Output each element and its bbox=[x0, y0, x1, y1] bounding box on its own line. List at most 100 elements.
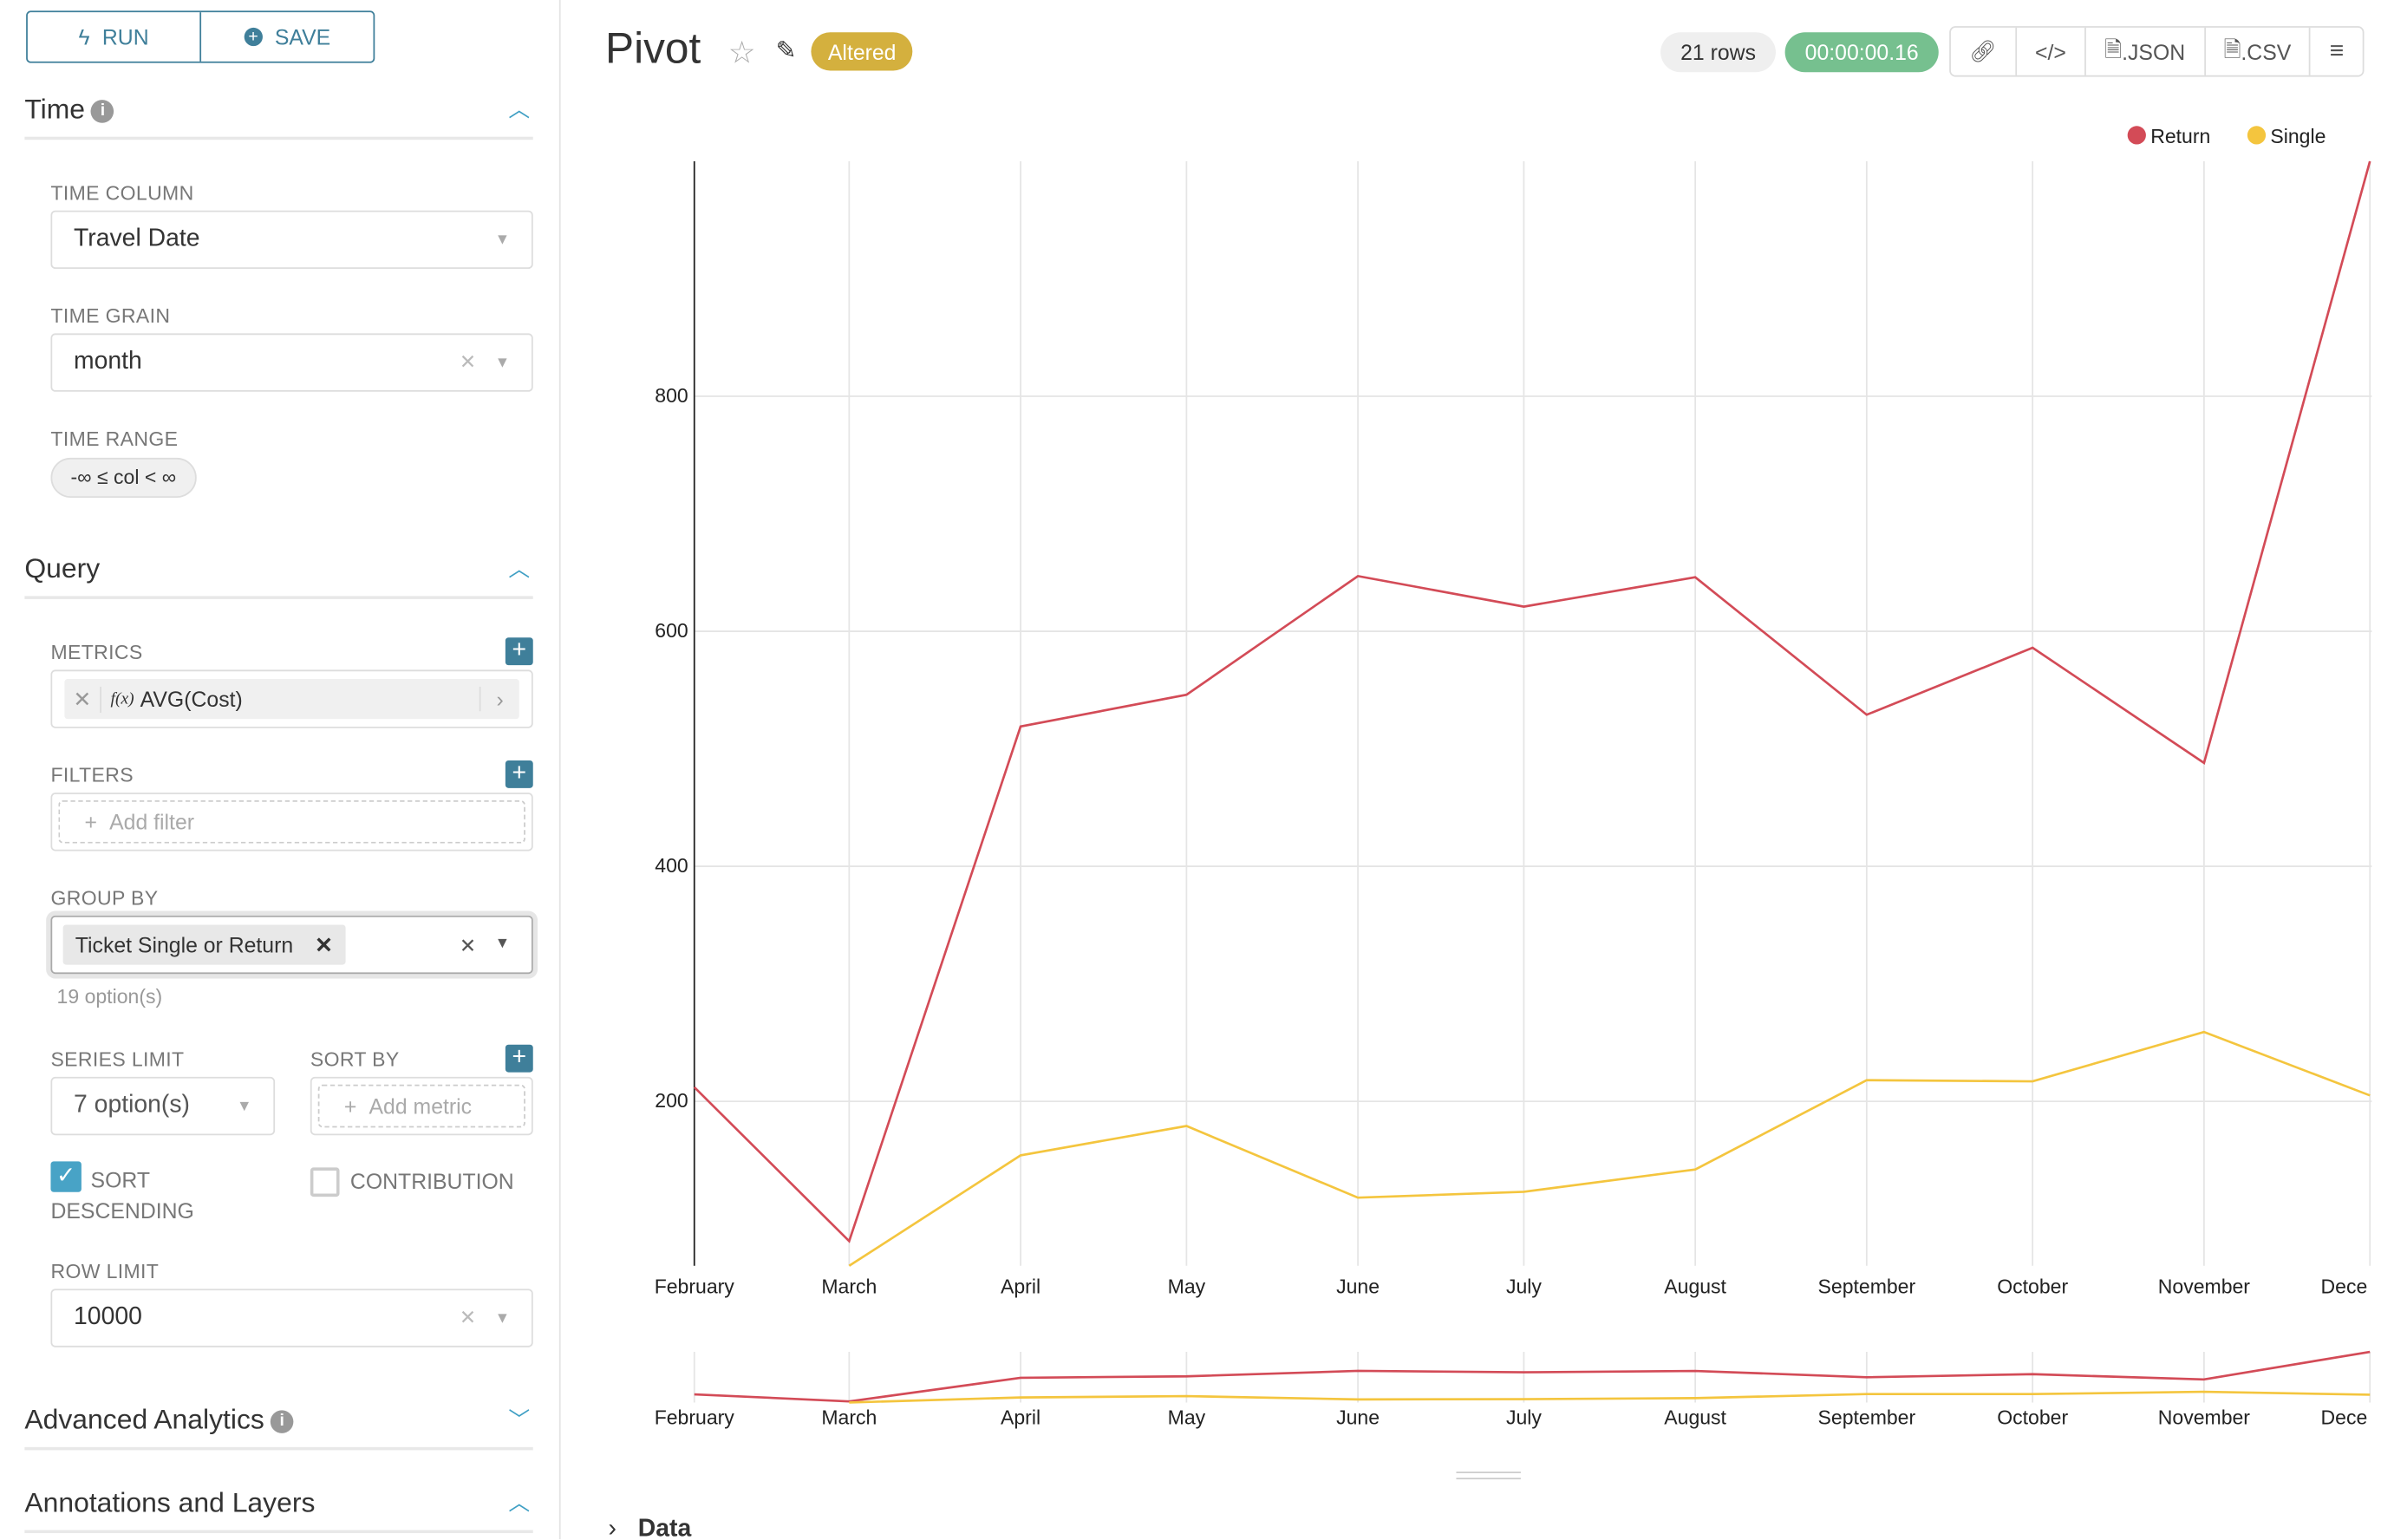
legend-marker bbox=[2127, 126, 2146, 145]
code-icon: </> bbox=[2034, 39, 2066, 64]
group-by-hint: 19 option(s) bbox=[56, 984, 163, 1008]
brush-x-tick-label: August bbox=[1664, 1406, 1726, 1428]
time-grain-select[interactable]: month ✕ ▼ bbox=[50, 333, 533, 392]
y-tick-label: 600 bbox=[655, 619, 688, 642]
time-column-select[interactable]: Travel Date ▼ bbox=[50, 210, 533, 270]
series-limit-select[interactable]: 7 option(s) ▼ bbox=[50, 1076, 276, 1136]
y-tick-label: 200 bbox=[655, 1089, 688, 1112]
chevron-up-icon[interactable]: ︿ bbox=[508, 556, 531, 581]
x-tick-label: October bbox=[1997, 1276, 2068, 1298]
chevron-down-icon[interactable]: ﹀ bbox=[508, 1406, 531, 1432]
sort-descending-checkbox[interactable]: ✓ bbox=[50, 1161, 82, 1192]
bolt-icon: ϟ bbox=[78, 24, 90, 49]
caret-down-icon: ▼ bbox=[494, 231, 511, 249]
file-code-icon: 🗎︎ bbox=[2104, 36, 2123, 61]
time-range-label: TIME RANGE bbox=[50, 427, 179, 451]
metric-tag[interactable]: ✕ f(x) AVG(Cost) › bbox=[64, 679, 519, 720]
caret-down-icon: ▼ bbox=[494, 1309, 511, 1327]
sort-by-label: SORT BY bbox=[310, 1047, 400, 1071]
contribution-checkbox[interactable] bbox=[310, 1167, 340, 1197]
row-limit-select[interactable]: 10000 ✕ ▼ bbox=[50, 1289, 533, 1348]
x-tick-label: Dece bbox=[2321, 1276, 2368, 1298]
menu-button[interactable]: ≡ bbox=[2309, 27, 2363, 75]
link-button[interactable]: 🔗︎ bbox=[1951, 28, 2015, 75]
edit-icon[interactable]: ✎ bbox=[775, 38, 797, 65]
time-range-pill[interactable]: -∞ ≤ col < ∞ bbox=[50, 457, 197, 498]
run-button[interactable]: ϟ RUN bbox=[78, 24, 149, 49]
group-by-select[interactable]: Ticket Single or Return ✕ ✕ ▼ bbox=[50, 915, 533, 975]
star-icon[interactable]: ☆ bbox=[727, 36, 756, 71]
metrics-label: METRICS bbox=[50, 640, 143, 664]
chevron-right-icon[interactable]: › bbox=[479, 686, 519, 712]
x-tick-label: April bbox=[1001, 1276, 1040, 1298]
group-by-label: GROUP BY bbox=[50, 886, 159, 910]
chevron-up-icon[interactable]: ︿ bbox=[508, 1490, 531, 1515]
x-tick-label: February bbox=[655, 1276, 735, 1298]
add-metric-button[interactable]: + bbox=[505, 637, 533, 666]
brush-x-tick-label: April bbox=[1001, 1406, 1040, 1428]
x-tick-label: July bbox=[1506, 1276, 1542, 1298]
embed-button[interactable]: </> bbox=[2014, 27, 2084, 75]
legend-label: Return bbox=[2150, 125, 2210, 147]
plus-icon: + bbox=[343, 1093, 357, 1119]
x-tick-label: June bbox=[1336, 1276, 1380, 1298]
query-duration-badge: 00:00:00.16 bbox=[1784, 32, 1939, 73]
x-tick-label: May bbox=[1168, 1276, 1206, 1298]
y-tick-label: 400 bbox=[655, 854, 688, 877]
metrics-field: ✕ f(x) AVG(Cost) › bbox=[50, 669, 533, 728]
filters-field: + Add filter bbox=[50, 793, 533, 852]
caret-down-icon: ▼ bbox=[494, 935, 511, 953]
save-button[interactable]: + SAVE bbox=[199, 12, 373, 62]
clear-icon[interactable]: ✕ bbox=[459, 934, 477, 957]
brush-x-tick-label: June bbox=[1336, 1406, 1380, 1428]
plus-circle-icon: + bbox=[244, 27, 263, 47]
clear-icon[interactable]: ✕ bbox=[459, 349, 477, 374]
export-json-button[interactable]: 🗎︎ .JSON bbox=[2084, 27, 2203, 75]
control-panel: ϟ RUN + SAVE Time i ︿ TIME COLUMN Travel Dat… bbox=[0, 0, 561, 1540]
brush-x-tick-label: May bbox=[1168, 1406, 1206, 1428]
brush-x-tick-label: October bbox=[1997, 1406, 2068, 1428]
x-tick-label: September bbox=[1818, 1276, 1916, 1298]
hamburger-icon: ≡ bbox=[2329, 37, 2345, 64]
chevron-up-icon[interactable]: ︿ bbox=[508, 96, 531, 121]
legend-label: Single bbox=[2270, 125, 2326, 147]
series-line-single bbox=[848, 1030, 2371, 1267]
remove-icon[interactable]: ✕ bbox=[64, 686, 101, 713]
chart-toolbar: 🔗︎ </> 🗎︎ .JSON 🗎︎ .CSV ≡ bbox=[1949, 26, 2365, 77]
info-icon[interactable]: i bbox=[270, 1410, 294, 1433]
time-grain-label: TIME GRAIN bbox=[50, 303, 171, 328]
add-filter-button[interactable]: + bbox=[505, 760, 533, 788]
resize-handle[interactable] bbox=[1456, 1471, 1521, 1480]
row-count-badge: 21 rows bbox=[1660, 32, 1777, 73]
export-csv-button[interactable]: 🗎︎ .CSV bbox=[2203, 27, 2309, 75]
brush-x-tick-label: September bbox=[1818, 1406, 1916, 1428]
add-filter-input[interactable]: + Add filter bbox=[58, 800, 525, 844]
clear-icon[interactable]: ✕ bbox=[459, 1305, 477, 1329]
series-limit-label: SERIES LIMIT bbox=[50, 1047, 185, 1071]
section-advanced-analytics[interactable]: Advanced Analytics i ﹀ bbox=[24, 1404, 533, 1451]
x-tick-label: November bbox=[2158, 1276, 2251, 1298]
group-by-tag: Ticket Single or Return ✕ bbox=[62, 924, 345, 965]
status-badge: Altered bbox=[811, 32, 913, 71]
section-query[interactable]: Query ︿ bbox=[24, 553, 533, 599]
sort-descending-label: SORT DESCENDING bbox=[50, 1167, 194, 1224]
add-sort-button[interactable]: + bbox=[505, 1044, 533, 1073]
plus-icon: + bbox=[84, 809, 97, 834]
caret-down-icon: ▼ bbox=[236, 1097, 252, 1115]
x-tick-label: March bbox=[821, 1276, 877, 1298]
brush-x-tick-label: February bbox=[655, 1406, 735, 1428]
section-time[interactable]: Time i ︿ bbox=[24, 94, 533, 140]
data-toggle[interactable]: › Data bbox=[609, 1517, 692, 1540]
section-annotations[interactable]: Annotations and Layers ︿ bbox=[24, 1487, 533, 1534]
brush-x-tick-label: November bbox=[2158, 1406, 2251, 1428]
file-text-icon: 🗎︎ bbox=[2223, 36, 2241, 61]
brush-series-line-single bbox=[849, 1390, 2371, 1404]
link-icon: 🔗︎ bbox=[1969, 38, 1997, 63]
remove-icon[interactable]: ✕ bbox=[314, 931, 333, 956]
run-save-group: ϟ RUN + SAVE bbox=[26, 10, 375, 63]
add-metric-input[interactable]: + Add metric bbox=[317, 1084, 525, 1128]
info-icon[interactable]: i bbox=[91, 100, 114, 123]
legend-marker bbox=[2247, 126, 2267, 145]
time-column-label: TIME COLUMN bbox=[50, 181, 194, 205]
